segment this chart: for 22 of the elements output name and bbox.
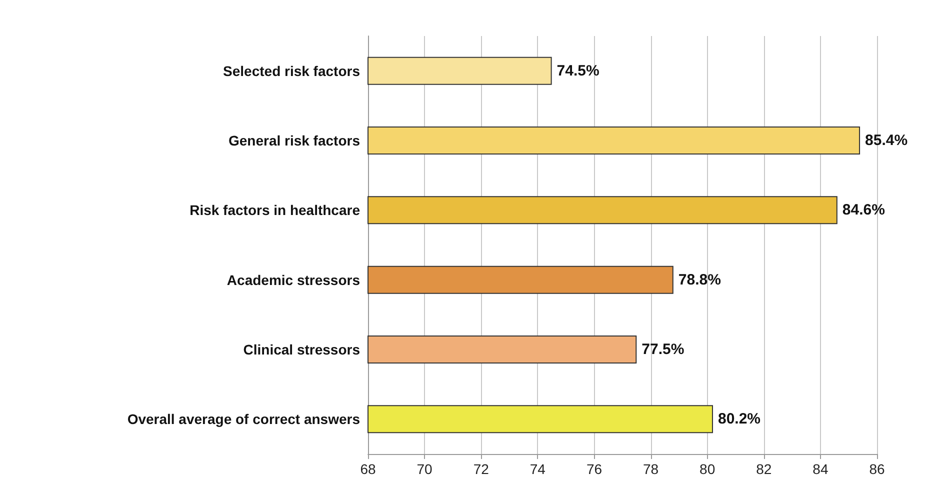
x-tick-label: 70 [416, 461, 433, 477]
x-tick-label: 80 [700, 461, 716, 477]
data-label: 78.8% [678, 271, 721, 288]
x-tick-label: 76 [586, 461, 602, 477]
x-tick-label: 82 [756, 461, 772, 477]
data-label: 77.5% [642, 341, 684, 358]
x-tick-label: 68 [360, 461, 376, 477]
x-tick-label: 72 [473, 461, 490, 477]
y-tick-label: Academic stressors [226, 272, 360, 288]
x-tick-label: 84 [812, 461, 828, 477]
data-label: 85.4% [865, 132, 908, 149]
data-label: 74.5% [556, 62, 600, 80]
x-tick-label: 86 [869, 461, 885, 477]
data-label: 84.6% [842, 202, 885, 219]
y-tick-label: Risk factors in healthcare [190, 202, 360, 218]
y-tick-label: Overall average of correct answers [127, 411, 360, 428]
y-tick-label: Clinical stressors [243, 342, 360, 358]
y-tick-label: Selected risk factors [223, 62, 360, 79]
x-tick-label: 74 [530, 461, 546, 477]
y-tick-label: General risk factors [228, 132, 360, 148]
data-label: 80.2% [718, 410, 761, 428]
x-tick-label: 78 [642, 461, 659, 477]
